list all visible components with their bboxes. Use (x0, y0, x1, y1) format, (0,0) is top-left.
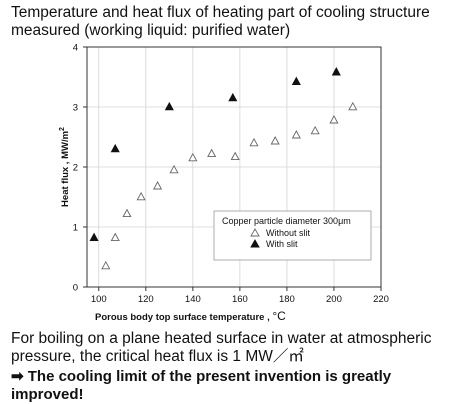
note-line-2: pressure, the critical heat flux is 1 MW… (11, 348, 304, 365)
without-slit-point (188, 152, 198, 162)
x-tick-label: 200 (326, 294, 342, 305)
without-slit-point (153, 181, 163, 190)
with-slit-point (291, 76, 301, 86)
without-slit-point (310, 125, 320, 135)
legend-filled-triangle-icon (250, 239, 260, 248)
without-slit-point (348, 101, 358, 111)
without-slit-point (329, 115, 339, 124)
y-tick-label: 4 (73, 43, 78, 54)
conclusion-line-1: ➡ The cooling limit of the present inven… (11, 368, 441, 386)
legend-title: Copper particle diameter 300μm (222, 216, 351, 226)
without-slit-point (270, 136, 280, 145)
without-slit-point (230, 151, 240, 161)
axis-ticks: 100 120 140 160 180 200 220 0 1 2 3 4 (73, 43, 389, 306)
title-line-1: Temperature and heat flux of heating par… (11, 4, 430, 21)
legend: Copper particle diameter 300μm Without s… (213, 210, 372, 261)
legend-label-without-slit: Without slit (266, 228, 311, 238)
x-tick-label: 140 (185, 294, 201, 305)
with-slit-point (89, 232, 99, 242)
y-tick-label: 0 (73, 283, 78, 294)
x-tick-label: 160 (232, 294, 248, 305)
conclusion-line-2: improved! (11, 386, 84, 403)
without-slit-point (207, 148, 217, 158)
data-points (89, 67, 358, 270)
y-tick-label: 3 (73, 103, 78, 114)
x-tick-label: 120 (138, 294, 154, 305)
with-slit-point (331, 67, 341, 76)
legend-label-with-slit: With slit (266, 239, 298, 249)
x-tick-label: 100 (91, 294, 107, 305)
legend-open-triangle-icon (250, 228, 260, 237)
y-tick-label: 1 (73, 223, 78, 234)
y-tick-label: 2 (73, 163, 78, 174)
heat-flux-scatter-chart: 100 120 140 160 180 200 220 0 1 2 3 4 Heat flux , M… (59, 43, 389, 324)
x-tick-label: 180 (279, 294, 295, 305)
right-arrow-icon: ➡ (11, 368, 24, 385)
without-slit-point (169, 164, 179, 174)
conclusion-text: ➡ The cooling limit of the present inven… (11, 368, 441, 404)
without-slit-point (101, 260, 111, 270)
title-line-2: measured (working liquid: purified water… (11, 22, 291, 39)
critical-heat-flux-note: For boiling on a plane heated surface in… (11, 330, 447, 366)
conclusion-line-1-text: The cooling limit of the present inventi… (23, 368, 392, 385)
with-slit-point (228, 92, 238, 102)
without-slit-point (122, 208, 132, 218)
note-line-1: For boiling on a plane heated surface in… (11, 330, 432, 347)
without-slit-point (291, 130, 301, 139)
chart-title: Temperature and heat flux of heating par… (11, 4, 447, 40)
y-axis-label: Heat flux , MW/m2 (59, 127, 71, 207)
without-slit-point (110, 232, 120, 242)
without-slit-point (136, 191, 146, 201)
x-tick-label: 220 (373, 294, 389, 305)
without-slit-point (249, 137, 259, 147)
with-slit-point (164, 101, 174, 111)
x-axis-label: Porous body top surface temperature , °C (95, 309, 286, 323)
with-slit-point (110, 143, 120, 153)
legend-box (213, 210, 372, 261)
